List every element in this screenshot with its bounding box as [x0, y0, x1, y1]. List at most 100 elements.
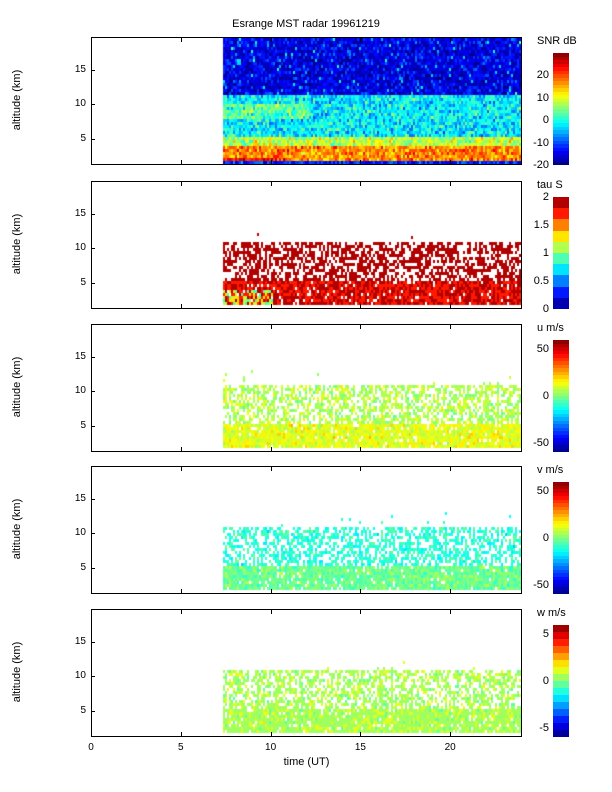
x-tick-mark [180, 467, 182, 471]
colorbar-bin [553, 109, 569, 113]
colorbar-bin [553, 399, 569, 403]
y-tick-label: 5 [80, 704, 86, 716]
colorbar-bin [553, 286, 569, 298]
y-tick-mark [91, 710, 95, 712]
colorbar-bin [553, 427, 569, 431]
x-tick-mark [360, 447, 362, 451]
colorbar-bin [553, 77, 569, 81]
chart-title: Esrange MST radar 19961219 [232, 18, 380, 30]
colorbar-bin [553, 102, 569, 106]
colorbar-tick-label: 1 [542, 247, 549, 259]
colorbar-bin [553, 158, 569, 162]
colorbar-bin [553, 81, 569, 85]
colorbar-bin [553, 264, 569, 276]
x-tick-mark [180, 160, 182, 164]
colorbar-bin [553, 424, 569, 428]
colorbar-bin [553, 730, 569, 737]
colorbar-bin [553, 413, 569, 417]
colorbar-snr [553, 53, 569, 165]
colorbar-bin [553, 368, 569, 372]
colorbar-bin [553, 410, 569, 414]
x-tick-mark [180, 610, 182, 614]
x-tick-mark [180, 304, 182, 308]
y-axis-label: altitude (km) [11, 356, 23, 418]
x-tick-label: 15 [354, 742, 366, 753]
colorbar-bin [553, 545, 569, 549]
y-tick-label: 10 [74, 385, 86, 397]
colorbar-bin [553, 702, 569, 709]
colorbar-bin [553, 681, 569, 688]
colorbar-bin [553, 417, 569, 421]
colorbar-bin [553, 91, 569, 95]
colorbar-bin [553, 385, 569, 389]
colorbar-bin [553, 151, 569, 155]
colorbar-bin [553, 116, 569, 120]
colorbar-bin [553, 448, 569, 452]
x-tick-mark [450, 304, 452, 308]
x-tick-mark [91, 304, 92, 308]
panel-tau [91, 181, 522, 309]
colorbar-bin [553, 590, 569, 594]
colorbar-bin [553, 74, 569, 78]
y-tick-label: 10 [74, 670, 86, 682]
panel-v [91, 466, 522, 594]
colorbar-bin [553, 513, 569, 517]
colorbar-bin [553, 154, 569, 158]
x-tick-mark [360, 182, 362, 186]
colorbar-u [553, 340, 569, 452]
colorbar-bin [553, 503, 569, 507]
colorbar-tick-label: -50 [533, 436, 549, 449]
colorbar-bin [553, 559, 569, 563]
colorbar-bin [553, 130, 569, 134]
x-tick-mark [270, 732, 272, 736]
colorbar-bin [553, 576, 569, 580]
colorbar-bin [553, 375, 569, 379]
colorbar-bin [553, 506, 569, 510]
x-tick-mark [180, 182, 182, 186]
x-tick-mark [360, 610, 362, 614]
colorbar-w [553, 625, 569, 737]
colorbar-bin [553, 347, 569, 351]
colorbar-bin [553, 88, 569, 92]
colorbar-tick-label: -20 [533, 159, 549, 171]
colorbar-bin [553, 378, 569, 382]
colorbar-bin [553, 219, 569, 231]
x-tick-mark [450, 732, 452, 736]
colorbar-bin [553, 84, 569, 88]
y-tick-mark [91, 499, 95, 501]
colorbar-bin [553, 541, 569, 545]
y-tick-label: 5 [80, 276, 86, 288]
colorbar-bin [553, 695, 569, 702]
y-tick-mark [91, 676, 95, 678]
y-tick-mark [91, 70, 95, 72]
colorbar-bin [553, 674, 569, 681]
y-tick-label: 10 [74, 242, 86, 254]
x-tick-mark [91, 38, 92, 42]
colorbar-tick-label: 0 [542, 303, 549, 315]
colorbar-bin [553, 646, 569, 653]
x-tick-mark [450, 589, 452, 593]
y-tick-mark [91, 282, 95, 284]
colorbar-bin [553, 354, 569, 358]
colorbar-bin [553, 587, 569, 591]
colorbar-bin [553, 716, 569, 723]
colorbar-bin [553, 371, 569, 375]
colorbar-bin [553, 482, 569, 486]
colorbar-bin [553, 441, 569, 445]
x-tick-mark [180, 589, 182, 593]
colorbar-bin [553, 709, 569, 716]
colorbar-bin [553, 275, 569, 287]
heatmap-u [92, 325, 521, 451]
y-tick-mark [91, 425, 95, 427]
colorbar-bin [553, 555, 569, 559]
y-axis-label: altitude (km) [11, 213, 23, 275]
x-tick-mark [450, 467, 452, 471]
colorbar-bin [553, 492, 569, 496]
x-tick-mark [91, 589, 92, 593]
colorbar-bin [553, 119, 569, 123]
colorbar-tau [553, 197, 569, 309]
colorbar-tick-label: 5 [542, 628, 549, 641]
colorbar-bin [553, 137, 569, 141]
y-tick-label: 5 [80, 419, 86, 431]
colorbar-tick-label: 20 [536, 69, 549, 82]
